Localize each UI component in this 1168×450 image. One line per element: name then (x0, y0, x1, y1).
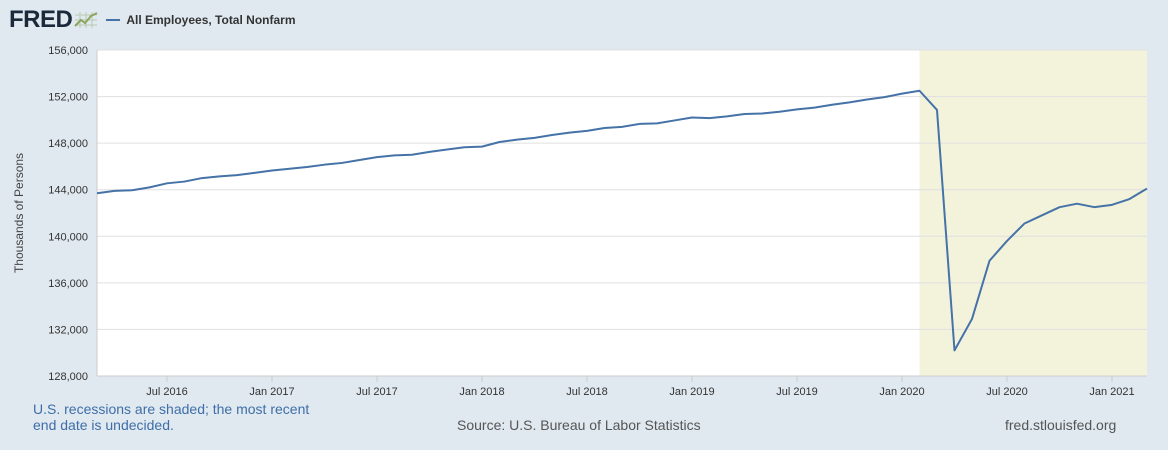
y-tick-label: 136,000 (48, 278, 88, 290)
data-point[interactable] (637, 121, 643, 127)
data-point[interactable] (1074, 201, 1080, 207)
y-tick-label: 152,000 (48, 92, 88, 104)
data-point[interactable] (409, 152, 415, 158)
data-point[interactable] (462, 144, 468, 150)
data-point[interactable] (1092, 204, 1098, 210)
data-point[interactable] (304, 164, 310, 170)
y-tick-label: 128,000 (48, 371, 88, 383)
y-axis-tick-labels: 128,000 132,000 136,000 140,000 144,000 148,0… (48, 45, 88, 383)
data-point[interactable] (794, 106, 800, 112)
series-line-total-nonfarm[interactable] (96, 89, 1148, 352)
recession-shading (919, 50, 1147, 376)
data-point[interactable] (444, 147, 450, 153)
data-point[interactable] (339, 160, 345, 166)
data-point[interactable] (112, 188, 118, 194)
data-point[interactable] (742, 111, 748, 117)
y-tick-label: 132,000 (48, 324, 88, 336)
data-point[interactable] (199, 175, 205, 181)
x-tick-label: Jan 2019 (669, 386, 714, 398)
data-point[interactable] (217, 173, 223, 179)
y-axis-title: Thousands of Persons (12, 153, 26, 273)
website-link[interactable]: fred.stlouisfed.org (1005, 417, 1117, 433)
data-point[interactable] (94, 190, 100, 196)
x-tick-label: Jan 2017 (249, 386, 294, 398)
data-point[interactable] (514, 137, 520, 143)
data-point[interactable] (287, 166, 293, 172)
data-point[interactable] (427, 149, 433, 155)
y-tick-label: 148,000 (48, 138, 88, 150)
data-point[interactable] (654, 120, 660, 126)
y-tick-label: 140,000 (48, 231, 88, 243)
data-point[interactable] (1057, 204, 1063, 210)
fred-logo-text: FRED (9, 6, 73, 33)
legend-swatch (106, 19, 121, 21)
data-point[interactable] (182, 179, 188, 185)
data-point[interactable] (1022, 220, 1028, 226)
data-point[interactable] (129, 187, 135, 193)
y-tick-label: 144,000 (48, 185, 88, 197)
data-point[interactable] (882, 94, 888, 100)
data-point[interactable] (1109, 202, 1115, 208)
fred-logo[interactable]: FRED (9, 6, 99, 34)
fred-graph-icon (74, 11, 99, 29)
x-tick-label: Jul 2020 (986, 386, 1028, 398)
data-point[interactable] (934, 107, 940, 113)
data-point[interactable] (689, 115, 695, 121)
data-point[interactable] (829, 102, 835, 108)
data-point[interactable] (1127, 196, 1133, 202)
data-point[interactable] (707, 115, 713, 121)
data-point[interactable] (322, 162, 328, 168)
x-tick-label: Jan 2021 (1089, 386, 1134, 398)
data-point[interactable] (724, 113, 730, 119)
data-point[interactable] (357, 157, 363, 163)
x-tick-label: Jan 2020 (879, 386, 924, 398)
data-point[interactable] (777, 109, 783, 115)
x-axis-ticks (166, 376, 1113, 382)
data-point[interactable] (619, 124, 625, 130)
chart-header: FRED All Employees, Total Nonfarm (9, 6, 296, 34)
x-tick-label: Jan 2018 (459, 386, 504, 398)
y-tick-label: 156,000 (48, 45, 88, 57)
data-point[interactable] (374, 154, 380, 160)
data-point[interactable] (672, 117, 678, 123)
x-tick-label: Jul 2019 (776, 386, 818, 398)
x-tick-label: Jul 2018 (566, 386, 608, 398)
data-point[interactable] (759, 110, 765, 116)
data-point[interactable] (899, 91, 905, 97)
data-point[interactable] (584, 128, 590, 134)
data-point[interactable] (567, 130, 573, 136)
data-point[interactable] (234, 172, 240, 178)
data-point[interactable] (847, 99, 853, 105)
data-point[interactable] (864, 96, 870, 102)
data-point[interactable] (392, 152, 398, 158)
data-point[interactable] (164, 180, 170, 186)
data-point[interactable] (969, 316, 975, 322)
data-point[interactable] (549, 132, 555, 138)
data-point[interactable] (252, 170, 258, 176)
data-point[interactable] (602, 125, 608, 131)
source-note: Source: U.S. Bureau of Labor Statistics (457, 417, 701, 433)
x-tick-label: Jul 2017 (356, 386, 398, 398)
data-point[interactable] (1004, 238, 1010, 244)
legend-label: All Employees, Total Nonfarm (126, 13, 296, 27)
data-point[interactable] (917, 88, 923, 94)
data-point[interactable] (532, 135, 538, 141)
data-point[interactable] (479, 144, 485, 150)
recession-note: U.S. recessions are shaded; the most rec… (33, 401, 310, 433)
data-point[interactable] (987, 258, 993, 264)
data-point[interactable] (147, 184, 153, 190)
x-tick-label: Jul 2016 (146, 386, 188, 398)
chart-legend: All Employees, Total Nonfarm (106, 13, 296, 27)
data-point[interactable] (1144, 186, 1150, 192)
data-point[interactable] (269, 168, 275, 174)
data-point[interactable] (1039, 212, 1045, 218)
x-axis-tick-labels: Jul 2016 Jan 2017 Jul 2017 Jan 2018 Jul 2018… (146, 386, 1134, 398)
data-point[interactable] (952, 347, 958, 353)
data-point[interactable] (812, 105, 818, 111)
data-point[interactable] (497, 139, 503, 145)
